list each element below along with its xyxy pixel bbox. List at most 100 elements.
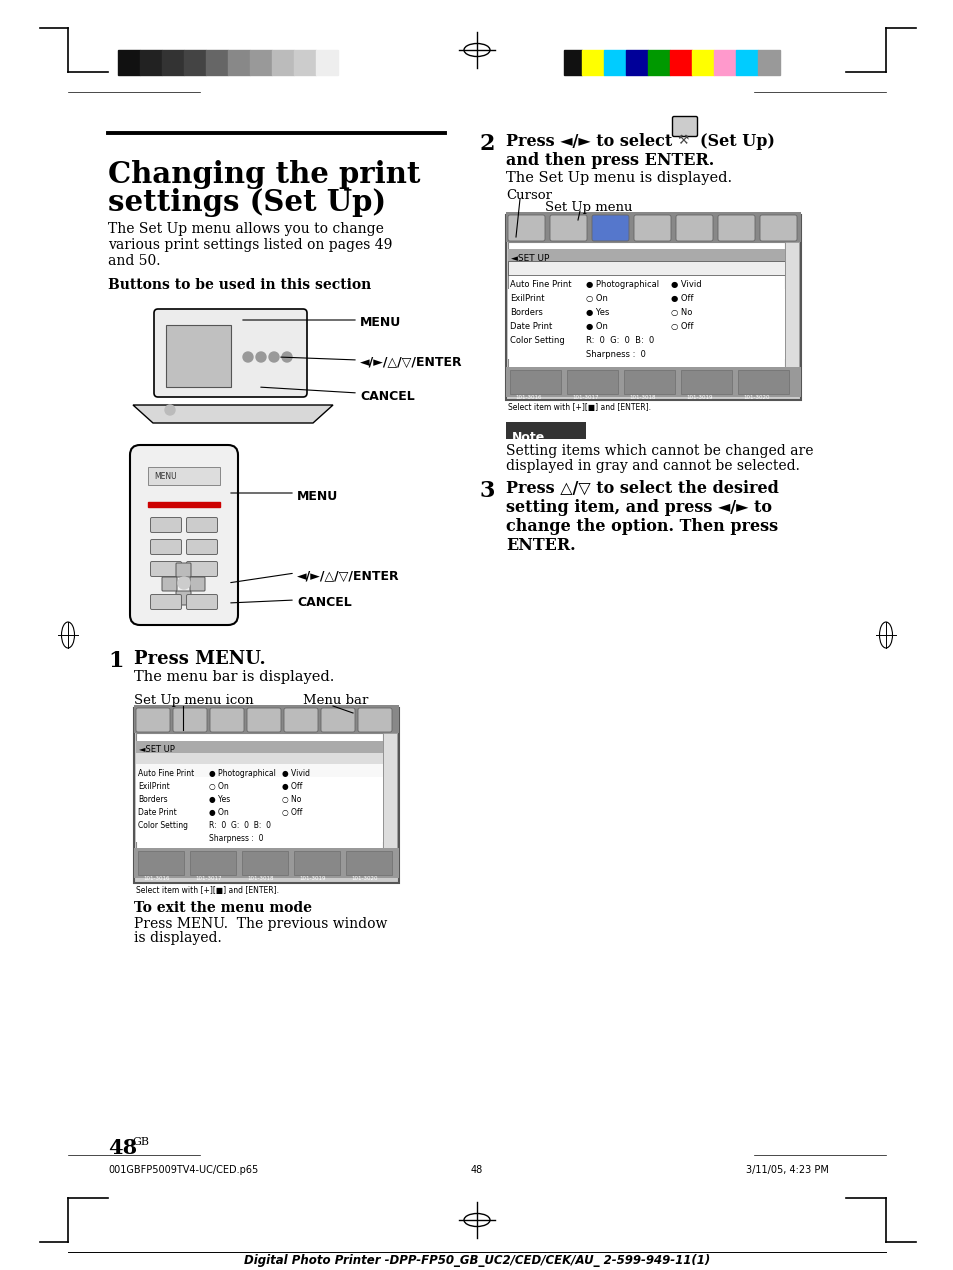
- Text: 48: 48: [471, 1165, 482, 1175]
- Circle shape: [269, 352, 278, 362]
- Text: ● Yes: ● Yes: [209, 795, 230, 804]
- FancyBboxPatch shape: [172, 707, 207, 732]
- Text: ○ Off: ○ Off: [282, 808, 302, 817]
- Text: GB: GB: [132, 1137, 149, 1147]
- FancyBboxPatch shape: [676, 215, 712, 241]
- Text: ● Off: ● Off: [282, 782, 302, 791]
- FancyBboxPatch shape: [186, 517, 217, 532]
- Text: To exit the menu mode: To exit the menu mode: [133, 900, 312, 914]
- Text: ◄/►/△/▽/ENTER: ◄/►/△/▽/ENTER: [359, 357, 462, 370]
- Text: Select item with [+][■] and [ENTER].: Select item with [+][■] and [ENTER].: [507, 403, 650, 411]
- Circle shape: [255, 352, 266, 362]
- Text: ● On: ● On: [209, 808, 229, 817]
- Text: Set Up menu icon: Set Up menu icon: [133, 693, 253, 707]
- Text: 48: 48: [108, 1138, 137, 1158]
- Text: 101-3019: 101-3019: [298, 876, 325, 881]
- FancyBboxPatch shape: [592, 215, 628, 241]
- Text: ● Vivid: ● Vivid: [282, 770, 310, 779]
- Text: MENU: MENU: [359, 316, 401, 329]
- Bar: [738, 370, 788, 394]
- Text: ○ No: ○ No: [282, 795, 301, 804]
- Bar: [136, 777, 382, 790]
- Bar: [294, 50, 315, 75]
- Text: Borders: Borders: [510, 309, 542, 318]
- Text: The Set Up menu allows you to change: The Set Up menu allows you to change: [108, 222, 383, 236]
- Text: ● Photographical: ● Photographical: [209, 770, 275, 779]
- FancyBboxPatch shape: [151, 561, 181, 577]
- Text: 001GBFP5009TV4-UC/CED.p65: 001GBFP5009TV4-UC/CED.p65: [108, 1165, 258, 1175]
- Text: 3/11/05, 4:23 PM: 3/11/05, 4:23 PM: [745, 1165, 828, 1175]
- Bar: [136, 829, 382, 842]
- Text: Buttons to be used in this section: Buttons to be used in this section: [108, 278, 371, 292]
- FancyBboxPatch shape: [186, 540, 217, 555]
- Text: 2: 2: [479, 133, 495, 155]
- Text: ◄SET UP: ◄SET UP: [139, 745, 174, 754]
- Bar: [136, 817, 382, 829]
- FancyBboxPatch shape: [760, 215, 796, 241]
- Text: Press ◄/► to select: Press ◄/► to select: [505, 133, 672, 150]
- Text: Select item with [+][■] and [ENTER].: Select item with [+][■] and [ENTER].: [136, 886, 278, 895]
- Text: ○ On: ○ On: [585, 293, 607, 304]
- Bar: [228, 50, 250, 75]
- Text: setting item, and press ◄/► to: setting item, and press ◄/► to: [505, 499, 771, 516]
- Text: ● On: ● On: [585, 323, 607, 331]
- FancyBboxPatch shape: [210, 707, 244, 732]
- Text: and 50.: and 50.: [108, 254, 160, 268]
- Bar: [758, 50, 780, 75]
- Text: change the option. Then press: change the option. Then press: [505, 518, 778, 535]
- FancyBboxPatch shape: [162, 577, 177, 591]
- Text: Sharpness :  0: Sharpness : 0: [585, 351, 645, 359]
- Bar: [507, 331, 784, 345]
- Bar: [294, 851, 339, 875]
- Bar: [510, 370, 560, 394]
- Text: ● Yes: ● Yes: [585, 309, 609, 318]
- Text: Menu bar: Menu bar: [303, 693, 368, 707]
- Bar: [148, 502, 220, 507]
- Bar: [625, 50, 647, 75]
- Text: 1: 1: [108, 650, 123, 672]
- Bar: [623, 370, 675, 394]
- Text: 101-3017: 101-3017: [572, 395, 598, 400]
- Bar: [507, 262, 784, 276]
- FancyBboxPatch shape: [507, 215, 544, 241]
- Bar: [190, 851, 235, 875]
- Bar: [242, 851, 288, 875]
- Text: Borders: Borders: [138, 795, 168, 804]
- Text: The Set Up menu is displayed.: The Set Up menu is displayed.: [505, 171, 731, 185]
- Bar: [148, 467, 220, 485]
- Text: Date Print: Date Print: [510, 323, 552, 331]
- FancyBboxPatch shape: [672, 117, 697, 136]
- Bar: [118, 50, 140, 75]
- Text: displayed in gray and cannot be selected.: displayed in gray and cannot be selected…: [505, 458, 799, 472]
- Bar: [133, 707, 398, 883]
- FancyBboxPatch shape: [151, 540, 181, 555]
- Text: 101-3018: 101-3018: [628, 395, 655, 400]
- Bar: [507, 243, 784, 380]
- Text: ◄SET UP: ◄SET UP: [511, 254, 549, 263]
- Bar: [680, 370, 731, 394]
- Text: ○ No: ○ No: [670, 309, 692, 318]
- Text: Color Setting: Color Setting: [138, 820, 188, 831]
- FancyBboxPatch shape: [175, 591, 191, 605]
- Bar: [507, 318, 784, 331]
- Bar: [136, 803, 382, 817]
- Text: MENU: MENU: [153, 472, 176, 481]
- Text: 101-3020: 101-3020: [351, 876, 377, 881]
- Polygon shape: [132, 405, 333, 423]
- Bar: [713, 50, 735, 75]
- FancyBboxPatch shape: [153, 309, 307, 398]
- Bar: [136, 765, 382, 777]
- Bar: [563, 50, 581, 75]
- Circle shape: [165, 405, 174, 415]
- Text: MENU: MENU: [296, 489, 338, 503]
- Bar: [382, 733, 396, 864]
- Bar: [133, 848, 398, 878]
- Text: CANCEL: CANCEL: [296, 597, 352, 610]
- Bar: [581, 50, 603, 75]
- FancyBboxPatch shape: [634, 215, 670, 241]
- Text: settings (Set Up): settings (Set Up): [108, 188, 386, 217]
- Bar: [136, 790, 382, 803]
- Text: Note: Note: [512, 431, 545, 444]
- FancyBboxPatch shape: [284, 707, 317, 732]
- Text: ○ Off: ○ Off: [670, 323, 693, 331]
